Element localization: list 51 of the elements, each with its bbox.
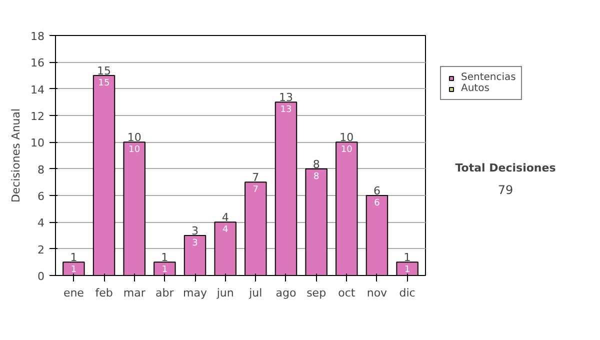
x-tick-label: sep [306, 286, 326, 300]
y-axis-title: Decisiones Anual [10, 108, 23, 203]
data-label: 6 [374, 198, 380, 208]
data-label: 4 [222, 225, 228, 236]
legend-label: Autos [461, 83, 490, 94]
total-label: 13 [278, 91, 293, 104]
x-tick-label: ago [276, 286, 296, 300]
y-tick-label: 0 [38, 270, 44, 283]
x-tick-label: nov [366, 286, 388, 300]
y-tick-label: 10 [30, 136, 45, 150]
data-label: 15 [98, 78, 110, 88]
total-label: 8 [312, 158, 320, 171]
legend-label: Sentencias [461, 72, 516, 83]
total-label: 15 [97, 64, 112, 78]
x-tick-label: abr [156, 286, 174, 300]
data-label: 13 [280, 105, 292, 116]
y-tick-label: 16 [30, 56, 45, 70]
data-label: 1 [404, 265, 410, 276]
data-label: 10 [340, 145, 353, 156]
total-label: 1 [161, 251, 168, 264]
total-label: 1 [404, 251, 411, 264]
y-tick-label: 8 [38, 163, 44, 176]
text: Total Decisiones [455, 162, 556, 175]
text: 79 [498, 182, 514, 197]
x-tick-label: feb [95, 286, 113, 300]
x-tick-label: jun [216, 286, 234, 300]
data-label: 1 [70, 265, 77, 276]
total-label: 1 [70, 251, 78, 264]
y-tick-label: 4 [38, 216, 44, 230]
data-label: 7 [252, 185, 259, 196]
x-tick-label: dic [399, 286, 416, 300]
x-tick-label: ene [63, 286, 84, 300]
data-label: 3 [192, 238, 198, 248]
x-tick-label: oct [338, 286, 356, 300]
total-label: 7 [252, 171, 260, 184]
y-tick-label: 2 [38, 243, 44, 256]
total-label: 10 [127, 131, 142, 144]
x-tick-label: jul [248, 286, 262, 300]
y-tick-label: 18 [30, 30, 45, 43]
total-label: 3 [192, 224, 199, 238]
total-label: 10 [340, 131, 354, 144]
data-label: 1 [162, 265, 168, 276]
total-label: 4 [222, 211, 229, 224]
y-tick-label: 6 [38, 190, 44, 203]
data-label: 10 [128, 145, 140, 156]
x-tick-label: may [183, 286, 208, 300]
data-label: 8 [313, 172, 320, 182]
total-label: 6 [373, 184, 380, 198]
y-tick-label: 12 [30, 110, 45, 123]
x-tick-label: mar [123, 286, 146, 300]
y-tick-label: 14 [30, 83, 45, 96]
